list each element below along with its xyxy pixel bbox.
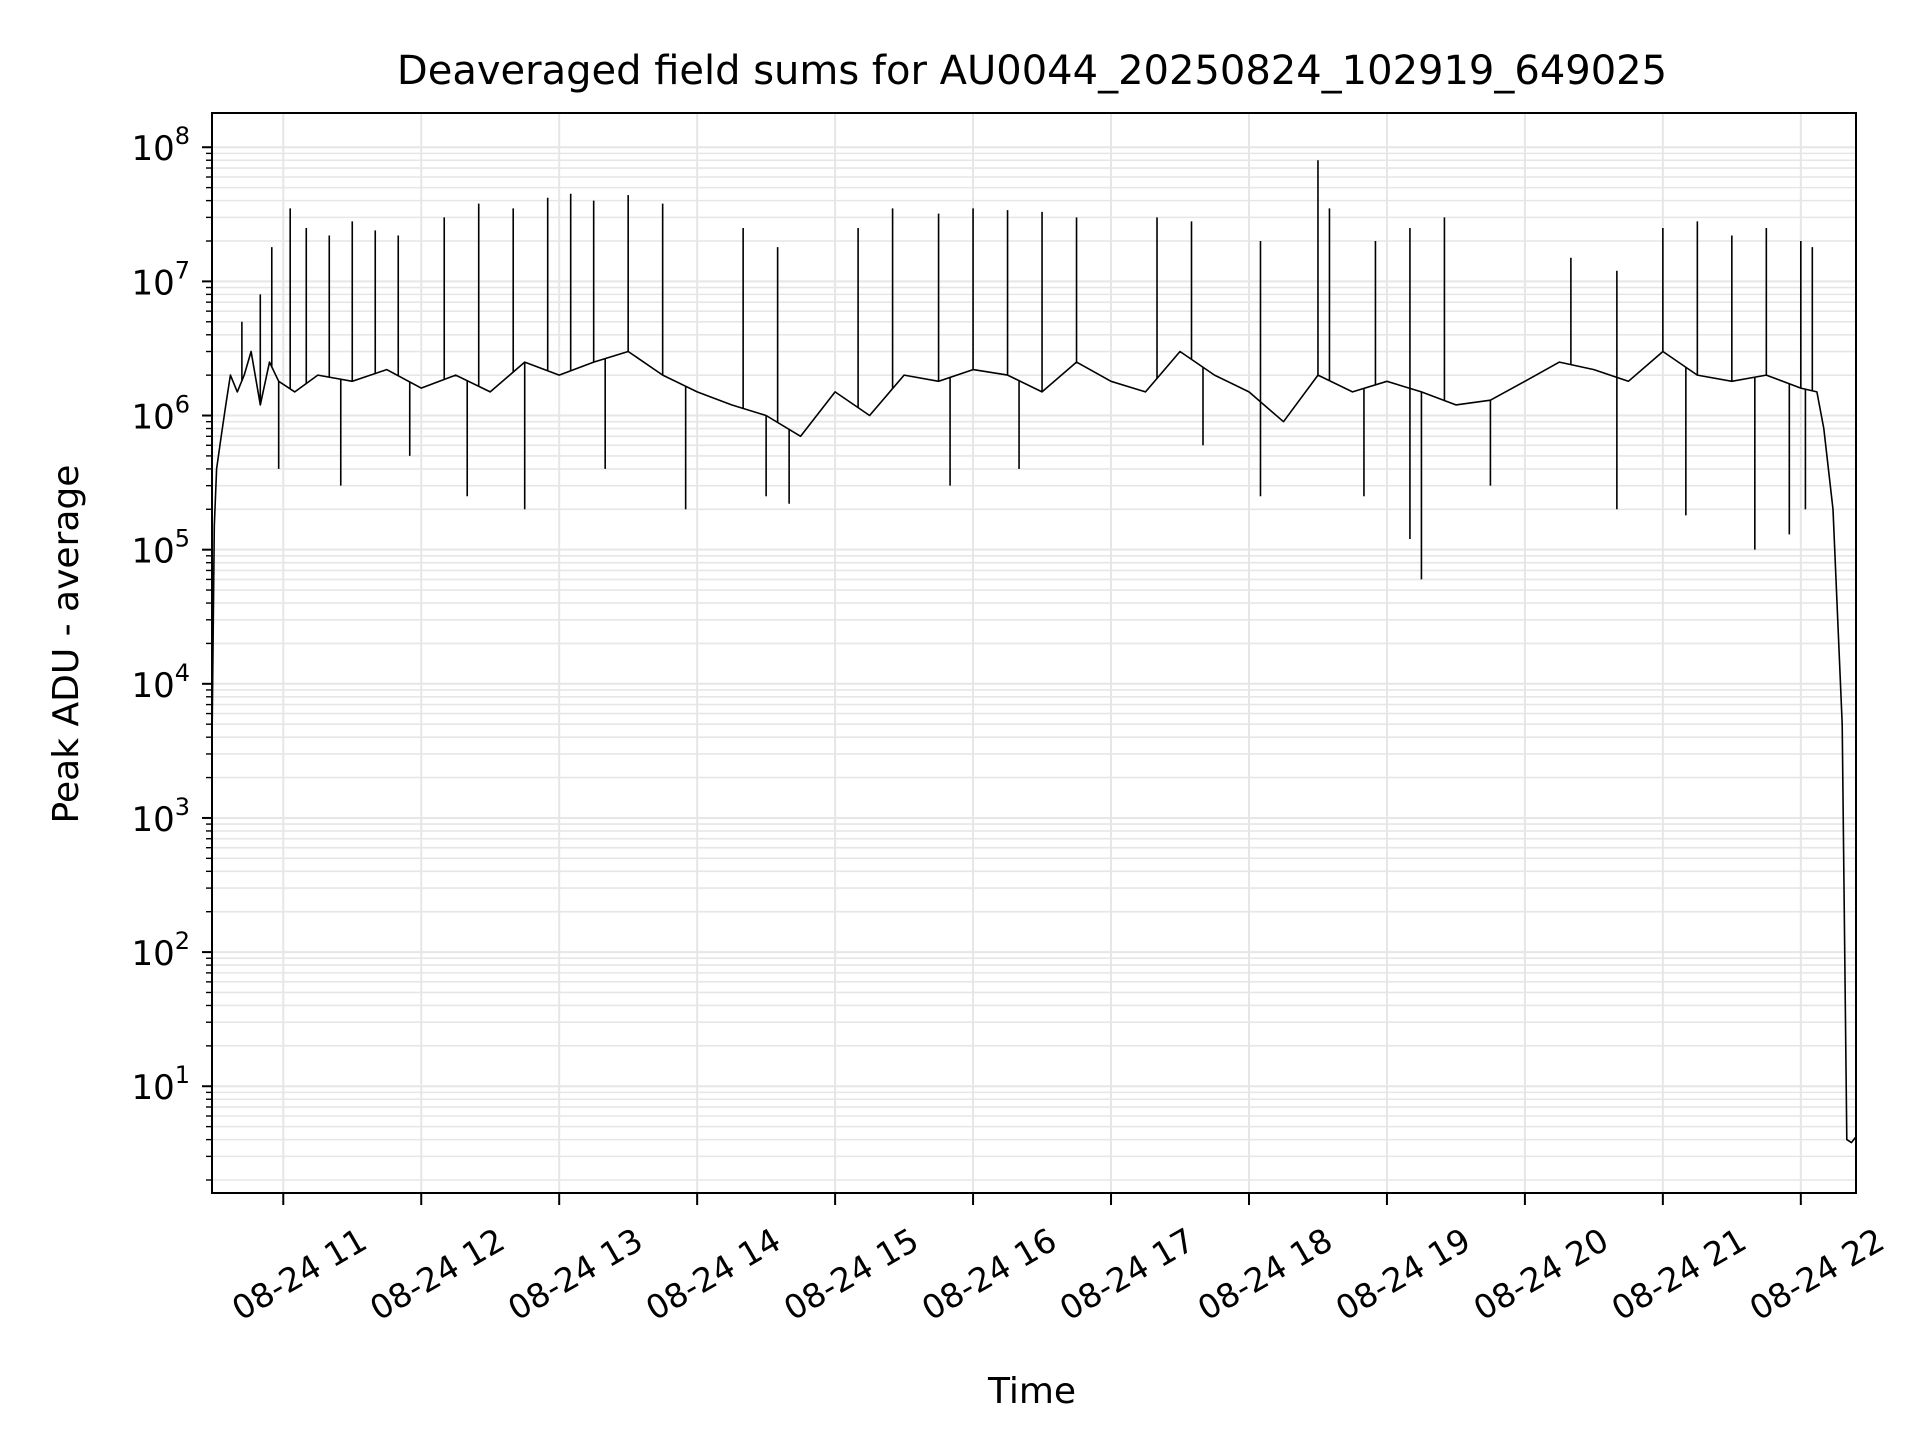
y-tick-label: 106: [131, 391, 190, 438]
x-tick-label: 08-24 20: [1467, 1220, 1615, 1328]
series-line: [211, 160, 1857, 1144]
y-tick-label: 103: [131, 793, 190, 840]
x-tick-label: 08-24 16: [915, 1220, 1063, 1328]
grid-lines: [212, 113, 1856, 1193]
plot-frame: [211, 112, 1857, 1194]
x-tick-label: 08-24 21: [1605, 1220, 1753, 1328]
x-tick-label: 08-24 22: [1743, 1220, 1891, 1328]
x-tick-label: 08-24 18: [1191, 1220, 1339, 1328]
y-tick-label: 104: [131, 659, 190, 706]
x-tick-label: 08-24 11: [225, 1220, 373, 1328]
y-tick-label: 107: [131, 256, 190, 303]
x-tick-label: 08-24 15: [777, 1220, 925, 1328]
y-tick-label: 105: [131, 525, 190, 572]
chart-title: Deaveraged field sums for AU0044_2025082…: [397, 48, 1667, 94]
x-axis-label: Time: [987, 1371, 1076, 1412]
x-tick-label: 08-24 13: [501, 1220, 649, 1328]
series-baseline: [211, 350, 1857, 1144]
x-tick-label: 08-24 14: [639, 1220, 787, 1328]
y-tick-label: 101: [131, 1061, 190, 1108]
x-tick-label: 08-24 19: [1329, 1220, 1477, 1328]
y-tick-label: 102: [131, 927, 190, 974]
x-tick-label: 08-24 12: [363, 1220, 511, 1328]
y-axis: 101 102 103 104 105 106 107 108: [131, 122, 212, 1181]
x-tick-label: 08-24 17: [1053, 1220, 1201, 1328]
y-tick-label: 108: [131, 122, 190, 169]
y-axis-label: Peak ADU - average: [46, 465, 87, 824]
